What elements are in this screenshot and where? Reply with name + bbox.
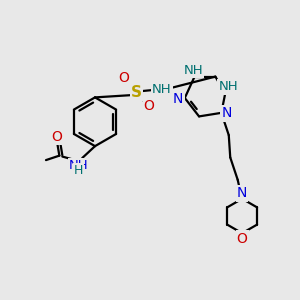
Text: O: O [51,130,62,144]
Text: H: H [74,164,83,177]
Text: NH: NH [183,64,203,76]
Text: NH: NH [152,82,172,96]
Text: S: S [131,85,142,100]
Text: N: N [221,106,232,120]
Text: N: N [237,186,247,200]
Text: O: O [119,71,130,85]
Text: NH: NH [218,80,238,94]
Text: O: O [144,99,154,113]
Text: NH: NH [69,159,88,172]
Text: N: N [173,92,183,106]
Text: O: O [237,232,248,246]
